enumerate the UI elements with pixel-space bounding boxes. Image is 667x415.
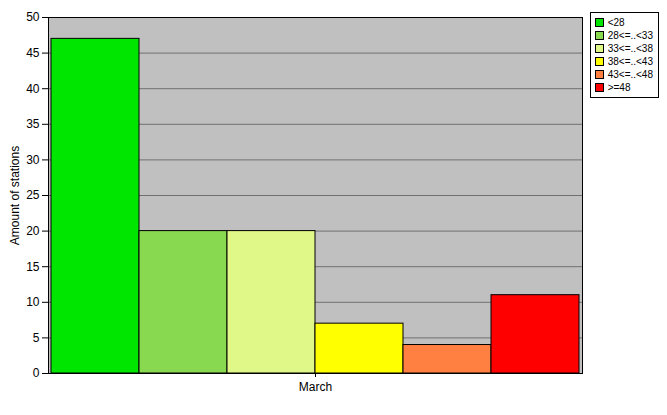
svg-text:March: March bbox=[299, 380, 332, 394]
svg-text:Amount of stations: Amount of stations bbox=[8, 146, 22, 245]
html-text:28<=..<33: 28<=..<33 bbox=[607, 30, 653, 41]
svg-text:45: 45 bbox=[26, 46, 40, 60]
svg-text:40: 40 bbox=[26, 82, 40, 96]
html-text:38<=..<43: 38<=..<43 bbox=[607, 56, 653, 67]
svg-text:25: 25 bbox=[26, 188, 40, 202]
svg-text:20: 20 bbox=[26, 224, 40, 238]
svg-text:5: 5 bbox=[33, 331, 40, 345]
html-text:<28: <28 bbox=[607, 17, 625, 28]
svg-text:15: 15 bbox=[26, 260, 40, 274]
svg-text:0: 0 bbox=[33, 366, 40, 380]
html-text:43<=..<48: 43<=..<48 bbox=[607, 69, 653, 80]
html-text:>=48: >=48 bbox=[607, 82, 631, 93]
svg-text:10: 10 bbox=[26, 295, 40, 309]
html-text:33<=..<38: 33<=..<38 bbox=[607, 43, 653, 54]
svg-text:35: 35 bbox=[26, 117, 40, 131]
svg-text:50: 50 bbox=[26, 10, 40, 24]
svg-text:30: 30 bbox=[26, 153, 40, 167]
